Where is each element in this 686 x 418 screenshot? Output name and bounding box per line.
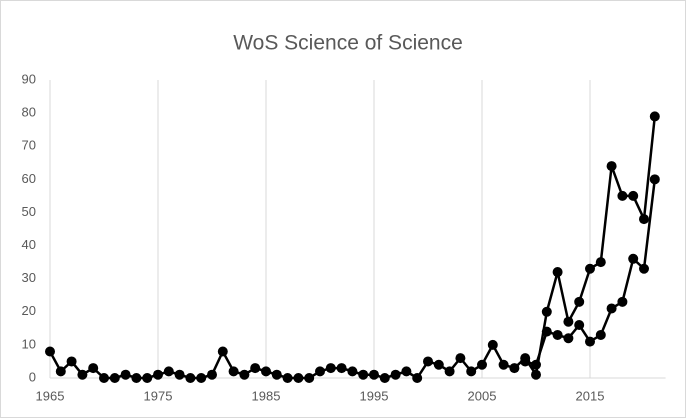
x-tick-label: 1995 [360, 388, 389, 403]
data-point [574, 296, 585, 307]
data-point [207, 369, 217, 380]
x-tick-label: 2015 [576, 388, 605, 403]
data-point [401, 366, 412, 377]
x-tick-label: 1975 [144, 388, 173, 403]
data-point [574, 320, 585, 331]
data-point [606, 303, 617, 314]
data-point [498, 359, 509, 370]
data-point [628, 190, 639, 201]
data-point [293, 373, 304, 383]
data-point [88, 363, 99, 374]
x-tick-label: 2005 [468, 388, 497, 403]
y-tick-label: 90 [22, 71, 36, 86]
data-point [617, 190, 628, 201]
data-point [541, 326, 552, 337]
y-tick-label: 80 [22, 105, 36, 120]
data-point [649, 174, 660, 185]
data-point [379, 373, 390, 383]
data-point [185, 373, 196, 383]
data-point [66, 356, 77, 367]
data-point [563, 333, 574, 344]
y-tick-label: 30 [22, 270, 36, 285]
data-point [541, 306, 552, 317]
data-point [153, 369, 163, 380]
data-point [358, 369, 369, 380]
data-point [282, 373, 293, 383]
data-point [433, 359, 444, 370]
data-point [369, 369, 379, 380]
data-point [261, 366, 271, 377]
data-point [649, 111, 660, 122]
data-point [304, 373, 315, 383]
data-point [412, 373, 423, 383]
data-point [336, 363, 347, 374]
data-point [466, 366, 477, 377]
data-point [390, 369, 401, 380]
data-point [585, 263, 595, 274]
data-point [444, 366, 455, 377]
y-tick-label: 40 [22, 237, 36, 252]
data-point [55, 366, 66, 377]
data-point [347, 366, 358, 377]
data-point [250, 363, 261, 374]
y-tick-label: 0 [29, 369, 36, 384]
data-point [606, 161, 617, 172]
data-point [531, 369, 541, 380]
data-point [315, 366, 325, 377]
data-point [487, 339, 498, 350]
data-point [639, 263, 649, 274]
data-point [131, 373, 142, 383]
chart-title: WoS Science of Science [233, 32, 463, 55]
data-point [174, 369, 185, 380]
data-point [585, 336, 595, 347]
data-point [217, 346, 228, 357]
x-tick-label: 1985 [252, 388, 281, 403]
data-point [531, 359, 541, 370]
data-point [99, 373, 109, 383]
data-point [325, 363, 336, 374]
data-point [455, 353, 466, 364]
data-point [120, 369, 131, 380]
data-point [239, 369, 250, 380]
data-point [423, 356, 433, 367]
data-point [552, 267, 563, 278]
data-point [228, 366, 239, 377]
data-point [45, 346, 55, 357]
data-point [563, 316, 574, 327]
data-point [271, 369, 282, 380]
data-point [617, 296, 628, 307]
y-tick-label: 20 [22, 303, 36, 318]
data-point [77, 369, 88, 380]
y-tick-label: 50 [22, 204, 36, 219]
data-point [628, 253, 639, 264]
data-point [163, 366, 174, 377]
data-point [520, 356, 531, 367]
data-point [595, 257, 606, 268]
data-point [552, 329, 563, 340]
data-point [477, 359, 487, 370]
y-tick-label: 70 [22, 138, 36, 153]
x-tick-label: 1965 [36, 388, 65, 403]
data-point [595, 329, 606, 340]
data-point [509, 363, 520, 374]
data-point [196, 373, 207, 383]
data-point [639, 214, 649, 225]
y-tick-label: 60 [22, 171, 36, 186]
data-point [142, 373, 153, 383]
data-point [109, 373, 120, 383]
y-tick-label: 10 [22, 336, 36, 351]
